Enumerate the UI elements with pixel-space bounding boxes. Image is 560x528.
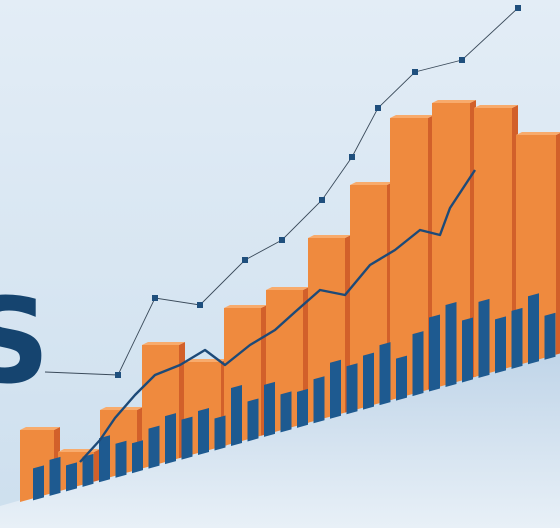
trend-lines	[44, 5, 521, 463]
blue-column	[379, 342, 391, 406]
blue-column	[66, 462, 77, 492]
blue-column	[346, 363, 358, 415]
line-marker	[279, 237, 285, 243]
line-marker	[412, 69, 418, 75]
blue-column	[429, 314, 440, 392]
line-marker	[197, 302, 203, 308]
blue-column	[132, 440, 143, 474]
line-marker	[152, 295, 158, 301]
column-top	[516, 132, 560, 135]
blue-column	[544, 312, 556, 360]
column-top	[100, 407, 143, 410]
blue-column	[396, 355, 407, 401]
blue-column	[247, 398, 259, 442]
blue-column	[363, 352, 374, 410]
column-front	[266, 290, 303, 435]
blue-column	[33, 465, 44, 501]
line-marker	[515, 5, 521, 11]
column-top	[20, 427, 60, 430]
blue-column	[165, 413, 176, 465]
blue-column	[148, 425, 160, 469]
trend-line	[79, 169, 477, 463]
line-marker	[459, 57, 465, 63]
column-top	[432, 100, 476, 103]
blue-column	[528, 293, 539, 365]
column-top	[224, 305, 267, 308]
column-side	[556, 133, 560, 355]
blue-column	[99, 435, 110, 483]
blue-column	[462, 317, 473, 383]
line-marker	[319, 197, 325, 203]
blue-column	[264, 381, 275, 437]
column-front	[516, 135, 556, 366]
blue-column	[198, 408, 209, 456]
blue-column	[478, 298, 490, 378]
blue-column	[115, 440, 127, 478]
blue-column	[313, 376, 325, 424]
column-top	[142, 342, 185, 345]
marker-line	[44, 7, 519, 376]
line-marker	[242, 257, 248, 263]
blue-column	[330, 359, 341, 419]
blue-column	[231, 384, 242, 446]
blue-column	[280, 391, 292, 433]
blue-column	[181, 416, 193, 460]
column-top	[58, 449, 100, 452]
blue-column	[412, 331, 424, 397]
blue-column	[49, 456, 61, 496]
column-top	[390, 115, 434, 118]
column-top	[474, 105, 518, 108]
line-marker	[115, 372, 121, 378]
blue-column	[82, 453, 94, 487]
column-front	[20, 430, 54, 502]
blue-column	[495, 316, 506, 374]
column-front	[350, 185, 387, 412]
column-front	[390, 118, 428, 401]
blue-columns	[33, 293, 556, 501]
column-top	[350, 182, 393, 185]
big-letter: S	[0, 272, 50, 410]
blue-column	[297, 388, 308, 428]
column-top	[308, 235, 351, 238]
blue-column	[214, 415, 226, 451]
column-front	[184, 362, 221, 457]
column-side	[94, 449, 100, 482]
column-top	[266, 287, 309, 290]
line-marker	[375, 105, 381, 111]
column-front	[432, 103, 470, 389]
line-marker	[349, 154, 355, 160]
blue-column	[445, 301, 457, 387]
blue-column	[511, 307, 523, 369]
